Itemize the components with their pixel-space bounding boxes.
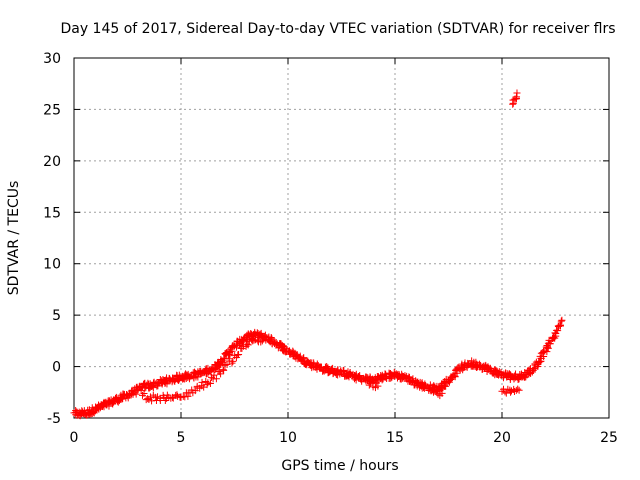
data-point-marker bbox=[557, 317, 565, 325]
x-tick-label: 5 bbox=[177, 430, 186, 446]
y-tick-label: 25 bbox=[43, 102, 61, 118]
data-point-marker bbox=[438, 389, 446, 397]
data-point-marker bbox=[374, 382, 382, 390]
data-point-marker bbox=[430, 388, 438, 396]
y-tick-label: 20 bbox=[43, 154, 61, 170]
data-point-marker bbox=[138, 391, 146, 399]
data-point-marker bbox=[522, 373, 530, 381]
data-point-marker bbox=[453, 369, 461, 377]
chart-title: Day 145 of 2017, Sidereal Day-to-day VTE… bbox=[60, 21, 615, 37]
data-point-marker bbox=[244, 341, 252, 349]
data-point-marker bbox=[528, 368, 536, 376]
data-point-marker bbox=[235, 350, 243, 358]
data-points bbox=[70, 89, 566, 420]
data-point-marker bbox=[556, 321, 564, 329]
data-point-marker bbox=[544, 344, 552, 352]
x-tick-label: 25 bbox=[600, 430, 618, 446]
x-tick-label: 20 bbox=[493, 430, 511, 446]
x-axis: 0 5 10 15 20 25 bbox=[70, 58, 618, 446]
y-tick-label: -5 bbox=[47, 411, 61, 427]
y-axis: -5 0 5 10 15 20 25 30 bbox=[43, 51, 609, 427]
data-point-marker bbox=[544, 343, 552, 351]
data-point-marker bbox=[257, 338, 265, 346]
y-tick-label: 5 bbox=[52, 308, 61, 324]
data-point-marker bbox=[515, 386, 523, 394]
data-point-marker bbox=[267, 334, 275, 342]
data-point-marker bbox=[336, 370, 344, 378]
data-point-marker bbox=[405, 373, 413, 381]
data-point-marker bbox=[507, 388, 515, 396]
data-point-marker bbox=[146, 393, 154, 401]
data-point-marker bbox=[228, 359, 236, 367]
data-point-marker bbox=[558, 316, 566, 324]
data-point-marker bbox=[492, 366, 500, 374]
data-point-marker bbox=[502, 389, 510, 397]
x-tick-label: 0 bbox=[70, 430, 79, 446]
data-point-marker bbox=[174, 376, 182, 384]
y-tick-label: 0 bbox=[52, 360, 61, 376]
y-tick-label: 10 bbox=[43, 257, 61, 273]
data-point-marker bbox=[210, 371, 218, 379]
data-point-marker bbox=[534, 362, 542, 370]
data-point-marker bbox=[365, 381, 373, 389]
y-axis-label: SDTVAR / TECUs bbox=[6, 181, 22, 296]
y-tick-label: 15 bbox=[43, 205, 61, 221]
data-point-marker bbox=[212, 375, 220, 383]
data-point-marker bbox=[140, 390, 148, 398]
x-tick-label: 10 bbox=[279, 430, 297, 446]
data-point-marker bbox=[372, 379, 380, 387]
data-point-marker bbox=[554, 327, 562, 335]
data-point-marker bbox=[434, 390, 442, 398]
grid-lines bbox=[74, 58, 609, 418]
data-point-marker bbox=[505, 370, 513, 378]
data-point-marker bbox=[530, 365, 538, 373]
x-tick-label: 15 bbox=[386, 430, 404, 446]
data-point-marker bbox=[513, 89, 521, 97]
y-tick-label: 30 bbox=[43, 51, 61, 67]
data-point-marker bbox=[225, 355, 233, 363]
data-point-marker bbox=[430, 382, 438, 390]
plot-frame bbox=[73, 57, 610, 419]
data-point-marker bbox=[220, 366, 228, 374]
data-point-marker bbox=[543, 348, 551, 356]
data-point-marker bbox=[552, 332, 560, 340]
data-point-marker bbox=[219, 366, 227, 374]
data-point-marker bbox=[181, 393, 189, 401]
data-point-marker bbox=[509, 96, 517, 104]
data-point-marker bbox=[514, 385, 522, 393]
x-axis-label: GPS time / hours bbox=[281, 458, 398, 474]
data-point-marker bbox=[217, 370, 225, 378]
data-point-marker bbox=[163, 380, 171, 388]
data-point-marker bbox=[229, 357, 237, 365]
data-point-marker bbox=[197, 367, 205, 375]
data-point-marker bbox=[206, 380, 214, 388]
data-point-marker bbox=[258, 337, 266, 345]
data-point-marker bbox=[422, 382, 430, 390]
